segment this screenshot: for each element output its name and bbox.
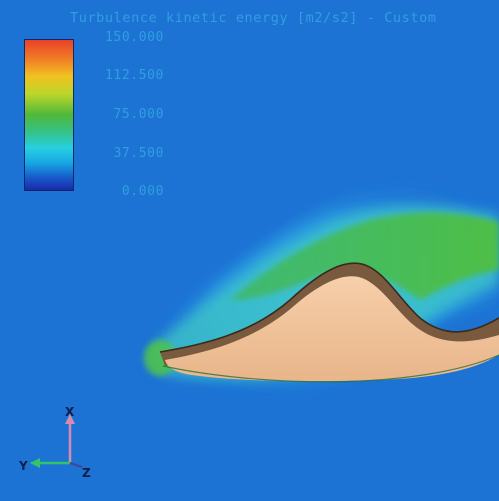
body-surface <box>165 276 499 382</box>
turbulence-wake-green <box>230 212 499 300</box>
legend-tick-label: 112.500 <box>105 68 164 83</box>
body-rim <box>159 262 499 353</box>
axis-z-label: Z <box>82 466 91 480</box>
axis-x-arrowhead <box>65 414 75 424</box>
axis-z-arrow <box>69 461 83 469</box>
legend-tick-label: 75.000 <box>113 107 164 122</box>
body-lower-edge <box>162 354 499 383</box>
legend-tick-label: 150.000 <box>105 30 164 45</box>
axis-y-arrowhead <box>30 458 40 468</box>
legend-tick-label: 0.000 <box>121 184 164 199</box>
axis-x-label: X <box>65 405 75 419</box>
legend-colorbar <box>24 39 74 191</box>
legend-title: Turbulence kinetic energy [m2/s2] - Cust… <box>70 10 437 26</box>
legend-tick-label: 37.500 <box>113 146 164 161</box>
axis-triad <box>30 414 83 469</box>
axis-y-label: Y <box>19 459 28 473</box>
